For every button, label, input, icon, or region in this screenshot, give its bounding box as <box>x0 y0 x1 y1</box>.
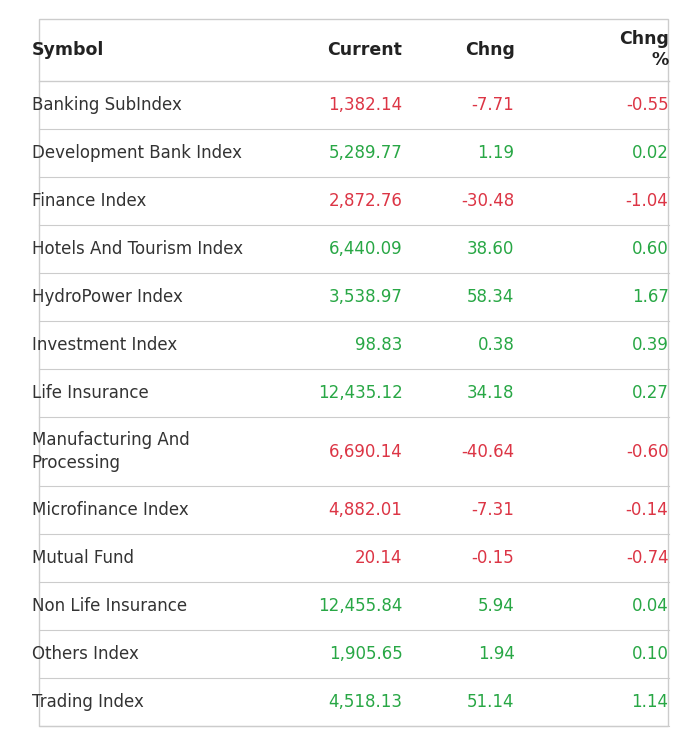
Text: Investment Index: Investment Index <box>32 336 176 354</box>
Text: 0.39: 0.39 <box>631 336 668 354</box>
Text: 0.02: 0.02 <box>631 144 668 162</box>
Text: 5,289.77: 5,289.77 <box>329 144 402 162</box>
Text: 1,905.65: 1,905.65 <box>329 645 402 663</box>
Text: 2,872.76: 2,872.76 <box>328 192 402 210</box>
Text: -0.74: -0.74 <box>626 549 668 567</box>
Text: Chng
%: Chng % <box>619 31 668 69</box>
Text: -30.48: -30.48 <box>461 192 514 210</box>
Text: Trading Index: Trading Index <box>32 694 144 711</box>
Text: 51.14: 51.14 <box>467 694 514 711</box>
Text: 1.94: 1.94 <box>477 645 514 663</box>
Text: Mutual Fund: Mutual Fund <box>32 549 134 567</box>
Text: 20.14: 20.14 <box>355 549 402 567</box>
Text: 34.18: 34.18 <box>467 384 514 402</box>
Text: -0.60: -0.60 <box>626 443 668 460</box>
Text: -40.64: -40.64 <box>461 443 514 460</box>
Text: Development Bank Index: Development Bank Index <box>32 144 242 162</box>
Text: 4,518.13: 4,518.13 <box>328 694 402 711</box>
Text: Others Index: Others Index <box>32 645 139 663</box>
Text: -0.55: -0.55 <box>626 96 668 114</box>
Text: 4,882.01: 4,882.01 <box>328 501 402 519</box>
Text: 1.67: 1.67 <box>631 288 668 306</box>
Text: Current: Current <box>328 41 402 59</box>
Text: 1,382.14: 1,382.14 <box>328 96 402 114</box>
Text: -7.31: -7.31 <box>472 501 514 519</box>
Text: 0.60: 0.60 <box>631 240 668 258</box>
Text: -0.14: -0.14 <box>626 501 668 519</box>
Text: 5.94: 5.94 <box>477 597 514 615</box>
Text: HydroPower Index: HydroPower Index <box>32 288 183 306</box>
Text: Symbol: Symbol <box>32 41 104 59</box>
Text: -1.04: -1.04 <box>626 192 668 210</box>
Text: 58.34: 58.34 <box>467 288 514 306</box>
Text: -7.71: -7.71 <box>472 96 514 114</box>
Text: 98.83: 98.83 <box>355 336 402 354</box>
Text: 12,455.84: 12,455.84 <box>318 597 402 615</box>
Text: 0.04: 0.04 <box>631 597 668 615</box>
Text: Life Insurance: Life Insurance <box>32 384 148 402</box>
Text: Chng: Chng <box>465 41 514 59</box>
Text: 0.10: 0.10 <box>631 645 668 663</box>
Text: 3,538.97: 3,538.97 <box>328 288 402 306</box>
Text: 0.27: 0.27 <box>631 384 668 402</box>
Text: Microfinance Index: Microfinance Index <box>32 501 188 519</box>
Text: 6,440.09: 6,440.09 <box>329 240 402 258</box>
Text: -0.15: -0.15 <box>472 549 514 567</box>
Text: Hotels And Tourism Index: Hotels And Tourism Index <box>32 240 243 258</box>
Text: Non Life Insurance: Non Life Insurance <box>32 597 187 615</box>
Text: Finance Index: Finance Index <box>32 192 146 210</box>
Text: Banking SubIndex: Banking SubIndex <box>32 96 181 114</box>
Text: 1.19: 1.19 <box>477 144 514 162</box>
Text: Manufacturing And
Processing: Manufacturing And Processing <box>32 431 189 472</box>
Text: 38.60: 38.60 <box>467 240 514 258</box>
Text: 12,435.12: 12,435.12 <box>318 384 402 402</box>
Text: 6,690.14: 6,690.14 <box>329 443 402 460</box>
Text: 0.38: 0.38 <box>477 336 514 354</box>
Bar <box>38 19 668 726</box>
Text: 1.14: 1.14 <box>631 694 668 711</box>
